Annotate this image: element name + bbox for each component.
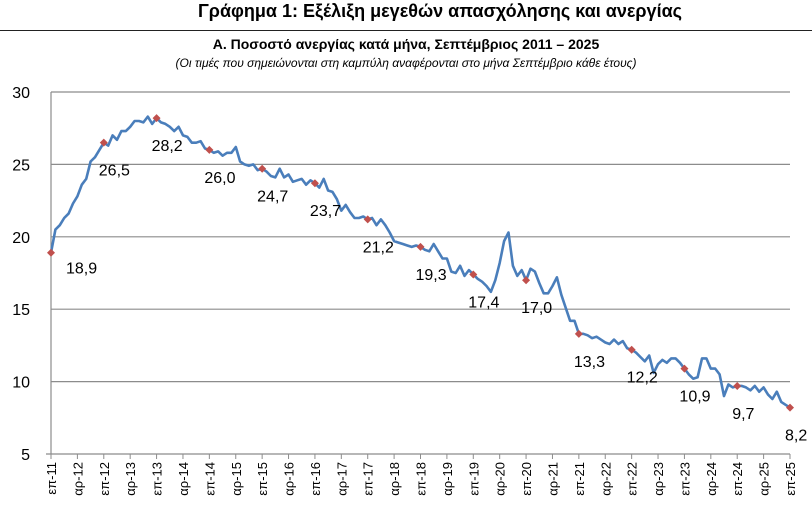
page-title: Γράφημα 1: Εξέλιξη μεγεθών απασχόλησης κ… [197,1,682,21]
y-tick-label: 15 [12,302,30,319]
data-label: 9,7 [732,406,754,423]
data-label: 18,9 [66,261,97,278]
data-label: 21,2 [363,239,394,256]
september-marker [47,248,55,257]
data-label: 10,9 [679,389,710,406]
data-label: 26,0 [204,170,235,187]
x-tick-label: αρ-24 [704,462,719,496]
x-tick-label: επ-19 [466,462,481,496]
x-tick-label: αρ-15 [229,462,244,496]
data-label: 13,3 [574,354,605,371]
data-label: 12,2 [627,370,658,387]
x-tick-label: επ-22 [625,462,640,496]
data-label: 24,7 [257,189,288,206]
september-marker [416,242,425,251]
y-tick-label: 10 [12,375,30,392]
x-tick-label: επ-12 [97,462,112,496]
x-tick-label: αρ-14 [176,462,191,496]
x-tick-label: αρ-23 [651,462,666,496]
title-divider [0,30,812,31]
x-tick-label: αρ-18 [387,462,402,496]
unemployment-series-line [49,115,791,409]
x-tick-label: επ-18 [414,462,429,496]
chart-title: Α. Ποσοστό ανεργίας κατά μήνα, Σεπτέμβρι… [212,36,600,52]
x-tick-label: αρ-22 [598,462,613,496]
september-marker [786,403,794,412]
data-label: 19,3 [416,267,447,284]
x-tick-label: επ-16 [308,462,323,496]
september-marker [627,345,636,354]
september-marker [522,276,531,285]
september-marker [310,179,319,188]
x-tick-label: αρ-19 [440,462,455,496]
september-marker [680,364,689,373]
x-tick-label: επ-24 [730,462,745,496]
x-tick-label: αρ-12 [70,462,85,496]
x-tick-label: επ-15 [255,462,270,496]
x-tick-label: αρ-16 [282,462,297,496]
september-marker [152,114,161,123]
data-label: 26,5 [99,163,130,180]
x-tick-label: επ-14 [202,462,217,496]
data-label: 17,4 [468,294,499,311]
data-label: 28,2 [152,138,183,155]
september-marker [469,270,478,279]
chart-subtitle: (Οι τιμές που σημειώνονται στη καμπύλη α… [175,56,637,70]
x-tick-label: αρ-20 [493,462,508,496]
y-tick-label: 5 [21,447,30,464]
y-tick-label: 20 [12,230,30,247]
x-tick-label: επ-23 [677,462,692,496]
y-tick-label: 25 [12,157,30,174]
data-label: 17,0 [521,300,552,317]
x-tick-label: επ-11 [44,462,59,495]
x-tick-label: αρ-17 [334,462,349,496]
x-tick-label: αρ-13 [123,462,138,496]
september-marker [733,381,742,390]
data-label: 8,2 [785,428,807,445]
x-tick-label: επ-20 [519,462,534,496]
x-tick-label: επ-25 [783,462,798,496]
x-tick-label: επ-17 [361,462,376,496]
september-marker [99,138,108,147]
september-marker [258,164,267,173]
x-tick-label: επ-21 [572,462,587,496]
y-tick-label: 30 [12,85,30,102]
september-marker [363,215,372,224]
september-marker [205,145,214,154]
x-tick-label: αρ-21 [545,462,560,496]
x-tick-label: επ-13 [150,462,165,496]
data-label: 23,7 [310,203,341,220]
x-tick-label: αρ-25 [757,462,772,496]
september-marker [574,329,583,338]
